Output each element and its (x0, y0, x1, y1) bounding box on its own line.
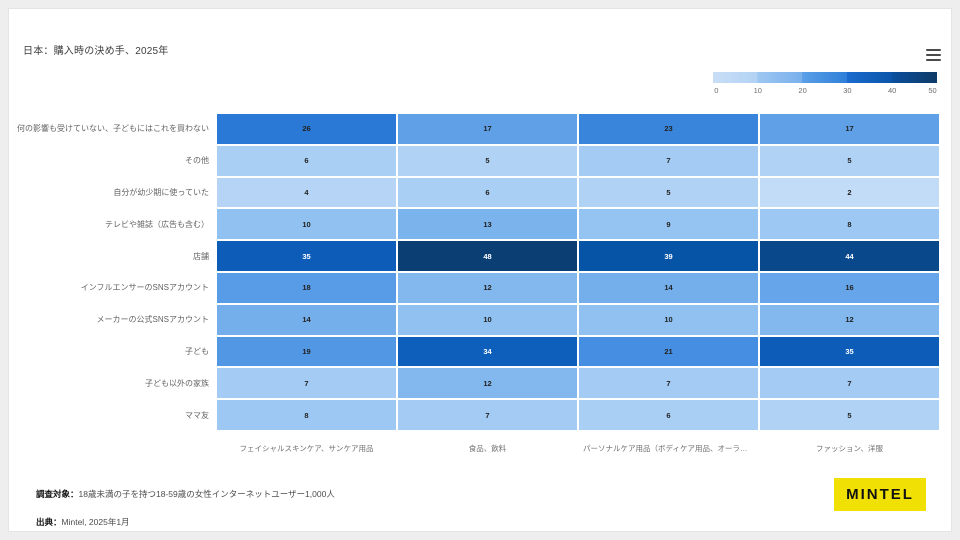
heatmap-cell[interactable]: 48 (398, 241, 577, 271)
legend-tick-label: 50 (928, 86, 937, 95)
heatmap-cell[interactable]: 13 (398, 209, 577, 240)
heatmap-cell[interactable]: 8 (760, 209, 939, 240)
heatmap-cell[interactable]: 12 (760, 304, 939, 335)
row-label: 店舗 (193, 251, 209, 261)
row-label: インフルエンサーのSNSアカウント (80, 283, 209, 293)
heatmap-cell[interactable]: 21 (579, 336, 758, 367)
legend-tick-label: 30 (843, 86, 852, 95)
heatmap-cell[interactable]: 7 (398, 400, 577, 430)
heatmap-cell[interactable]: 4 (217, 177, 396, 208)
heatmap-cell[interactable]: 7 (579, 145, 758, 176)
heatmap-cell[interactable]: 19 (217, 336, 396, 367)
row-label: 子ども (185, 346, 209, 356)
heatmap-cell[interactable]: 10 (579, 304, 758, 335)
heatmap-cell[interactable]: 7 (217, 368, 396, 399)
mintel-logo: MINTEL (834, 478, 926, 511)
heatmap-cell[interactable]: 8 (217, 400, 396, 430)
heatmap-grid: 26 17 23 17 6 5 7 5 4 6 5 2 10 13 9 8 35 48 39 44 18 12 14 16 14… (217, 114, 939, 430)
column-label: 食品、飲料 (468, 444, 507, 453)
legend-tick-label: 40 (888, 86, 897, 95)
heatmap-cell[interactable]: 44 (760, 241, 939, 271)
heatmap-cell[interactable]: 7 (760, 368, 939, 399)
heatmap-cell[interactable]: 39 (579, 241, 758, 271)
row-label: ママ友 (185, 410, 209, 420)
color-scale-legend: 0 10 20 30 40 50 (713, 72, 937, 98)
heatmap-cell[interactable]: 2 (760, 177, 939, 208)
heatmap-cell[interactable]: 5 (398, 145, 577, 176)
heatmap-cell[interactable]: 5 (760, 145, 939, 176)
source-note: 出典：Mintel, 2025年1月 (36, 516, 130, 528)
heatmap-cell[interactable]: 10 (398, 304, 577, 335)
column-label: ファッション、洋服 (815, 444, 884, 453)
survey-base-text: 18歳未満の子を持つ18-59歳の女性インターネットユーザー1,000人 (78, 489, 335, 499)
row-label: 何の影響も受けていない、子どもにはこれを買わない (17, 124, 209, 134)
heatmap-cell[interactable]: 17 (760, 114, 939, 144)
heatmap-cell[interactable]: 7 (579, 368, 758, 399)
source-label: 出典： (36, 517, 62, 527)
heatmap-cell[interactable]: 35 (217, 241, 396, 271)
legend-tick-label: 10 (753, 86, 762, 95)
row-label: 子ども以外の家族 (145, 378, 209, 388)
heatmap-cell[interactable]: 14 (217, 304, 396, 335)
heatmap-cell[interactable]: 9 (579, 209, 758, 240)
heatmap-cell[interactable]: 5 (579, 177, 758, 208)
column-label: フェイシャルスキンケア、サンケア用品 (239, 444, 374, 453)
column-label: パーソナルケア用品（ボディケア用品、オーラルケ… (583, 444, 758, 453)
row-label: テレビや雑誌（広告も含む） (105, 219, 209, 229)
heatmap-cell[interactable]: 16 (760, 272, 939, 303)
heatmap-cell[interactable]: 17 (398, 114, 577, 144)
chart-title: 日本：購入時の決め手、2025年 (23, 46, 169, 57)
row-label: その他 (185, 156, 209, 166)
survey-base-label: 調査対象： (36, 489, 79, 499)
heatmap-cell[interactable]: 14 (579, 272, 758, 303)
hamburger-menu-icon[interactable] (926, 49, 941, 61)
survey-base-note: 調査対象：18歳未満の子を持つ18-59歳の女性インターネットユーザー1,000… (36, 488, 335, 500)
heatmap-cell[interactable]: 34 (398, 336, 577, 367)
heatmap-cell[interactable]: 26 (217, 114, 396, 144)
heatmap-cell[interactable]: 10 (217, 209, 396, 240)
heatmap-cell[interactable]: 18 (217, 272, 396, 303)
column-labels: フェイシャルスキンケア、サンケア用品 食品、飲料 パーソナルケア用品（ボディケア用品… (217, 443, 939, 454)
source-text: Mintel, 2025年1月 (61, 517, 130, 527)
heatmap-cell[interactable]: 6 (217, 145, 396, 176)
legend-tick-labels: 0 10 20 30 40 50 (713, 86, 937, 98)
heatmap-cell[interactable]: 6 (579, 400, 758, 430)
heatmap-cell[interactable]: 23 (579, 114, 758, 144)
heatmap-cell[interactable]: 5 (760, 400, 939, 430)
slide-canvas: 日本：購入時の決め手、2025年 0 10 20 30 40 50 何の影響も受けていない… (8, 8, 952, 532)
heatmap-cell[interactable]: 12 (398, 272, 577, 303)
heatmap-cell[interactable]: 35 (760, 336, 939, 367)
legend-gradient-bar (713, 72, 937, 83)
heatmap-cell[interactable]: 12 (398, 368, 577, 399)
row-labels: 何の影響も受けていない、子どもにはこれを買わないその他自分が幼少期に使っていたテ… (17, 114, 209, 430)
heatmap-cell[interactable]: 6 (398, 177, 577, 208)
legend-tick-label: 0 (714, 86, 719, 95)
row-label: 自分が幼少期に使っていた (113, 187, 209, 197)
row-label: メーカーの公式SNSアカウント (96, 315, 209, 325)
legend-tick-label: 20 (798, 86, 807, 95)
